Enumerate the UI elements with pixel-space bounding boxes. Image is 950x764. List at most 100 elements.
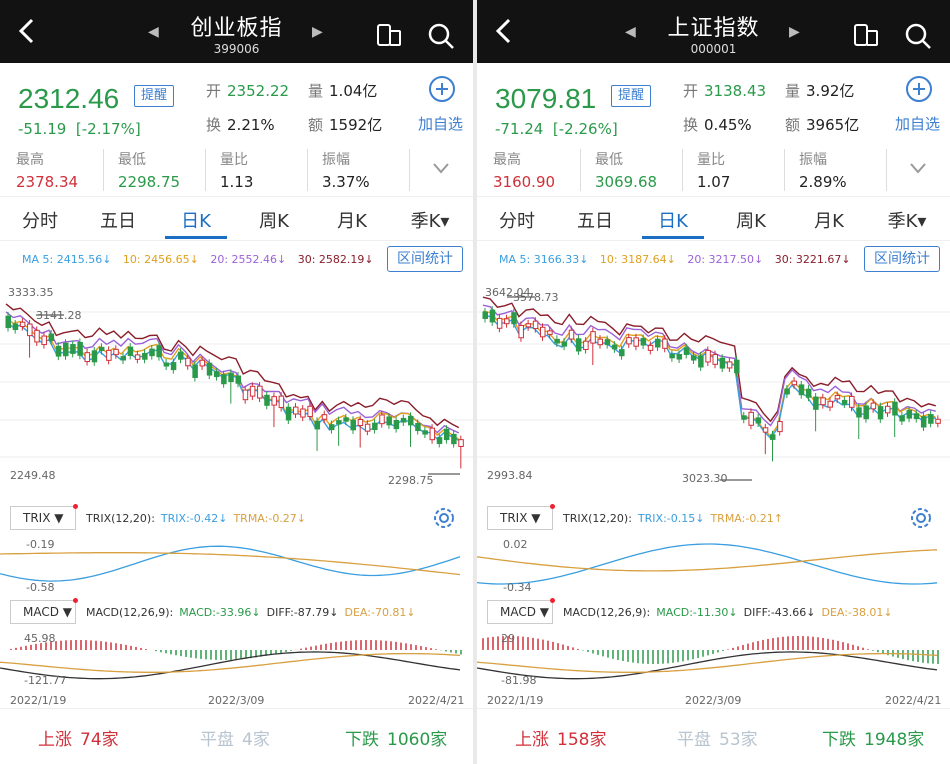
candle [77,341,83,356]
macd-selector[interactable]: MACD ▼ [10,598,78,624]
tab-3[interactable]: 周K [259,211,289,232]
candle [655,338,661,348]
date-mid: 2022/3/09 [685,694,742,707]
add-watch-button[interactable]: 加自选 [418,115,464,133]
candle [928,414,934,424]
ma-legend: MA 5: 2415.56↓ 10: 2456.65↓ 20: 2552.46↓… [22,253,382,266]
search-icon[interactable] [427,22,455,50]
next-stock-icon[interactable]: ▶ [789,24,800,40]
candle [856,407,862,418]
tab-4[interactable]: 月K [814,211,844,232]
ma-line [5,311,460,434]
trix-selector[interactable]: TRIX ▼ [10,504,78,530]
candle [482,311,488,319]
candle [619,349,625,357]
top-bar: ◀ 创业板指 399006 ▶ [0,0,473,63]
candle [106,349,112,361]
tab-2[interactable]: 日K [181,211,211,232]
remind-button[interactable]: 提醒 [611,85,651,107]
macd-line [0,652,461,673]
tab-1[interactable]: 五日 [577,211,613,232]
volume-field: 量 3.92亿 [785,82,855,100]
candle [755,417,762,424]
candle [185,357,191,367]
flat-count: 平盘 4家 [200,730,270,750]
flat-count: 平盘 53家 [677,730,758,750]
candle [458,439,464,447]
candle [91,350,98,363]
macd-chart [0,640,462,680]
candle [920,416,927,428]
chevron-down-icon[interactable] [909,161,927,175]
tab-5[interactable]: 季K▾ [410,211,450,232]
amount-field: 额 3965亿 [785,116,860,134]
candle [63,342,69,357]
add-watch-icon[interactable] [905,75,933,103]
range-stats-button[interactable]: 区间统计 [387,246,463,272]
add-watch-button[interactable]: 加自选 [895,115,941,133]
macd-legend: MACD(12,26,9): MACD:-33.96↓ DIFF:-87.79↓ DE… [86,606,416,619]
add-watch-icon[interactable] [428,75,456,103]
back-icon[interactable] [14,16,40,46]
stat-value: 3069.68 [595,173,658,191]
ma30-value: 30: 2582.19↓ [297,253,374,266]
settings-icon[interactable] [909,506,933,530]
chart-top-label: 3333.35 [8,286,54,299]
candle [590,331,596,344]
tab-4[interactable]: 月K [337,211,367,232]
macd-line [477,651,938,680]
back-icon[interactable] [491,16,517,46]
prev-stock-icon[interactable]: ◀ [625,24,636,40]
next-stock-icon[interactable]: ▶ [312,24,323,40]
candle [307,405,313,418]
candle [415,422,421,432]
ma10-value: 10: 2456.65↓ [122,253,199,266]
stat-value: 1.13 [220,173,254,191]
tab-0[interactable]: 分时 [22,211,58,232]
remind-button[interactable]: 提醒 [134,85,174,107]
prev-stock-icon[interactable]: ◀ [148,24,159,40]
candlestick-chart[interactable] [0,282,473,496]
stock-title: 上证指数 [667,16,760,41]
period-tabs: 分时 五日 日K 周K 月K 季K▾ [477,197,950,241]
stat-0: 最高 2378.34 [16,149,104,191]
candle [293,406,299,415]
tab-5[interactable]: 季K▾ [887,211,927,232]
landscape-icon[interactable] [376,22,402,48]
candle [178,351,184,360]
search-icon[interactable] [904,22,932,50]
range-stats-button[interactable]: 区间统计 [864,246,940,272]
current-price: 2312.46 [18,83,120,114]
chart-bottom-label: 2249.48 [10,469,56,482]
active-tab-indicator [165,236,227,239]
ma-legend: MA 5: 3166.33↓ 10: 3187.64↓ 20: 3217.50↓… [499,253,859,266]
falling-count: 下跌 1060家 [345,730,448,750]
tab-3[interactable]: 周K [736,211,766,232]
candle [436,437,443,444]
macd-selector[interactable]: MACD ▼ [487,598,555,624]
chart-bottom-label: 2993.84 [487,469,533,482]
tab-0[interactable]: 分时 [499,211,535,232]
trix-line [477,549,938,572]
trix-selector[interactable]: TRIX ▼ [487,504,555,530]
candle [271,396,277,406]
candle [741,415,747,420]
candle [120,356,126,361]
candle [611,344,618,350]
stat-value: 2.89% [799,173,847,191]
stat-value: 1.07 [697,173,731,191]
candle [34,329,40,343]
candlestick-chart[interactable] [477,282,950,496]
landscape-icon[interactable] [853,22,879,48]
tab-1[interactable]: 五日 [100,211,136,232]
stat-3: 振幅 3.37% [322,149,410,191]
candle [511,312,517,325]
stat-label: 量比 [697,152,725,168]
candle [364,423,371,432]
macd-top-label: 45.98 [24,632,56,645]
chevron-down-icon[interactable] [432,161,450,175]
settings-icon[interactable] [432,506,456,530]
candle [540,326,546,338]
date-end: 2022/4/21 [885,694,942,707]
tab-2[interactable]: 日K [658,211,688,232]
